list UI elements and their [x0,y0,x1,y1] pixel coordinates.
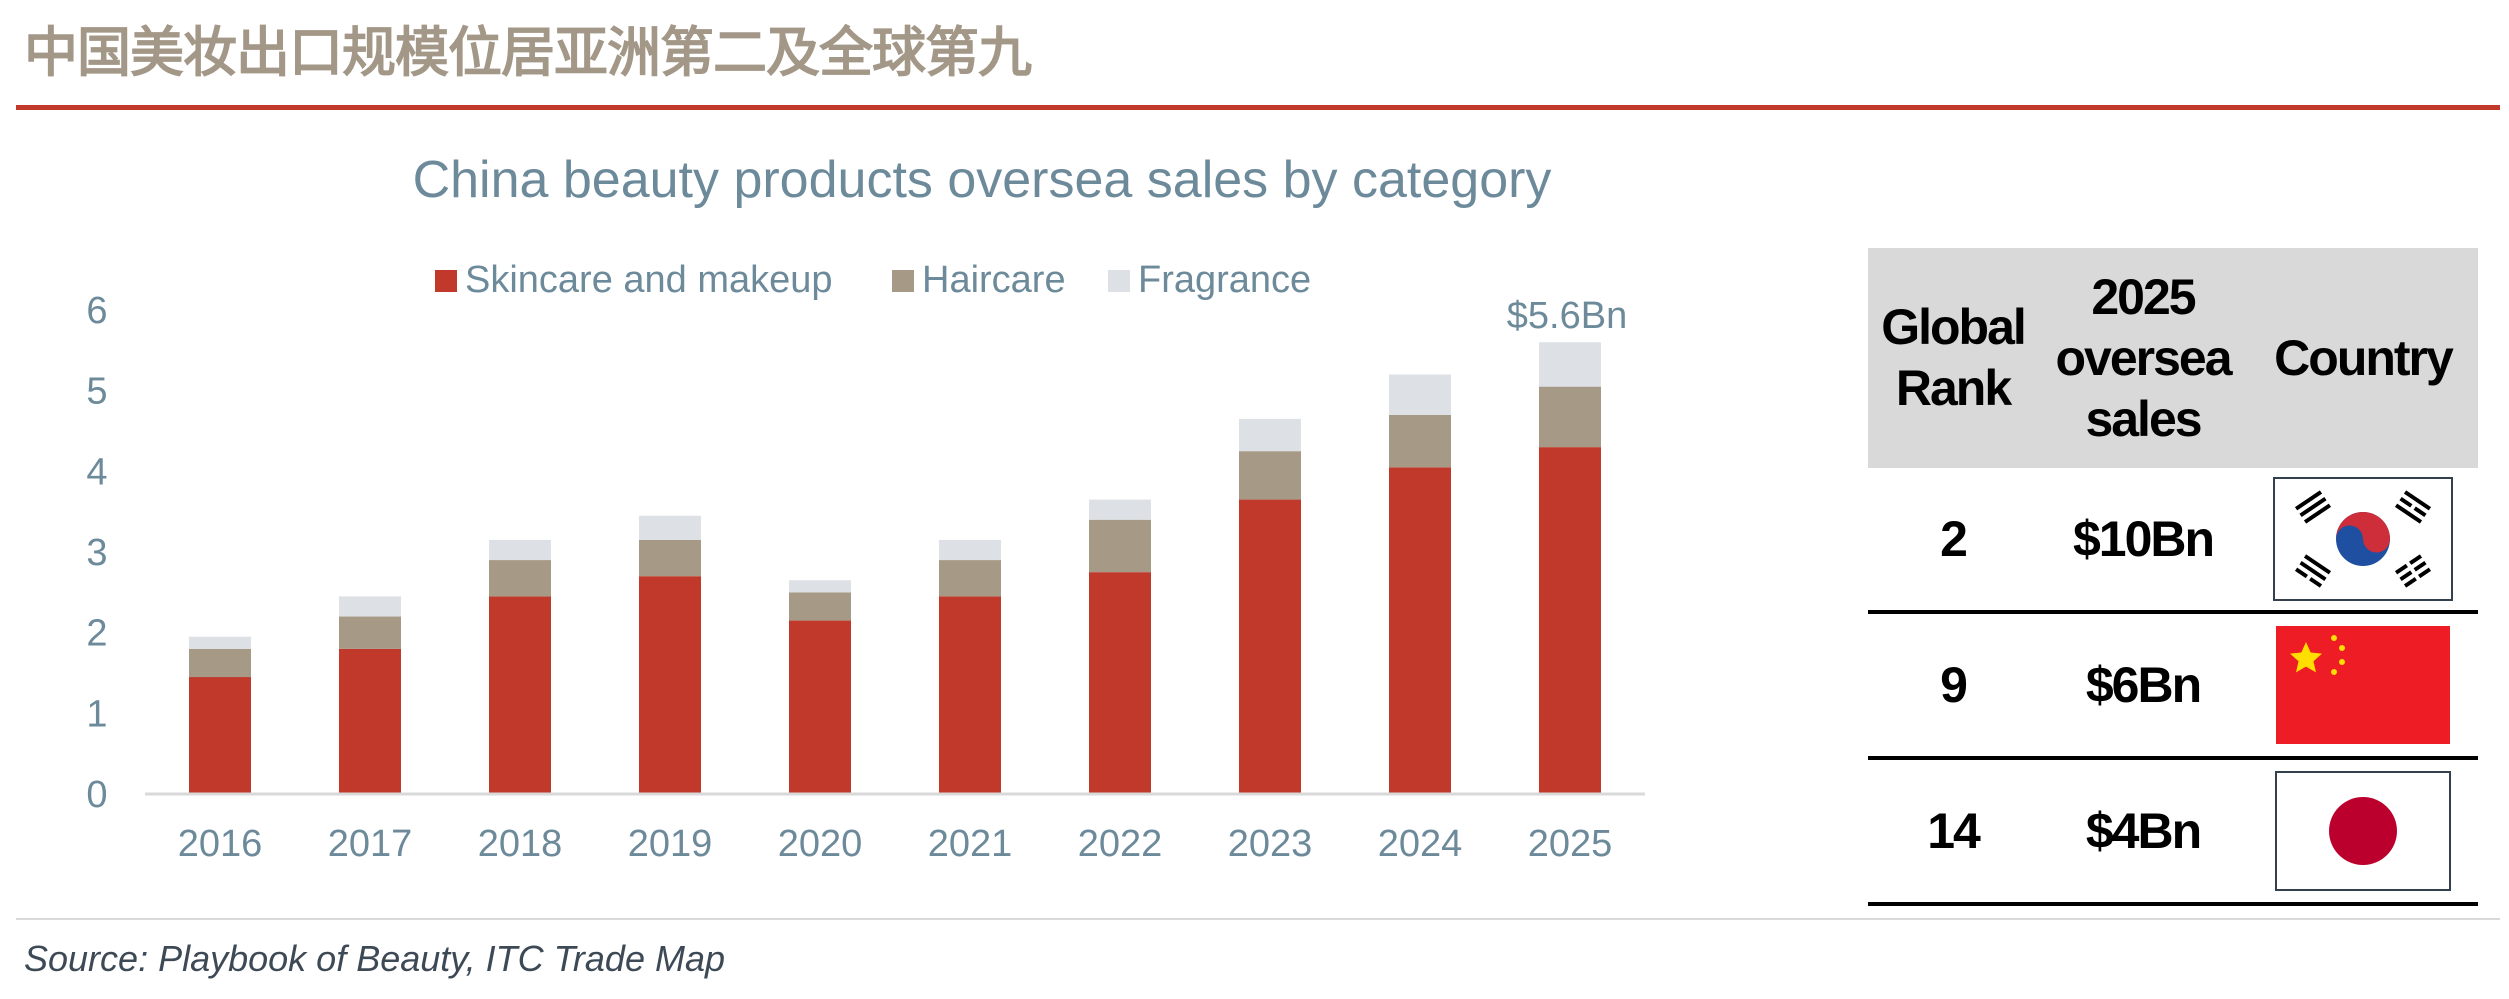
bar-segment [189,677,251,794]
bar-segment [1239,418,1301,452]
sales-cell: $4Bn [2038,758,2248,906]
x-tick-label: 2017 [328,823,413,865]
table-row: 14 $4Bn [1868,758,2478,906]
chart-legend: Skincare and makeup Haircare Fragrance [435,259,1311,301]
bar-segment [1539,386,1601,448]
legend-swatch [1108,270,1130,292]
legend-swatch [435,270,457,292]
table-header-row: Global Rank 2025 oversea sales Country [1868,248,2478,468]
y-tick-label: 3 [86,532,107,574]
bar-segment [1089,499,1151,520]
china-flag-icon [2276,626,2450,744]
legend-label: Haircare [922,259,1066,301]
x-axis: 2016 2017 2018 2019 2020 2021 2022 2023 2024 2025 [145,792,1645,865]
legend-label: Fragrance [1138,259,1311,301]
bar-segment [1089,519,1151,573]
bar-segment [789,592,851,621]
country-cell [2248,612,2478,760]
bar-segment [1089,572,1151,794]
x-tick-label: 2019 [628,823,713,865]
y-tick-label: 4 [86,451,107,493]
bar-segment [639,576,701,794]
rank-cell: 14 [1868,758,2038,906]
bar-segment [639,539,701,577]
rank-cell: 9 [1868,612,2038,760]
header-oversea-sales: 2025 oversea sales [2038,248,2248,468]
country-cell [2248,468,2478,614]
bar-segment [189,648,251,678]
south-korea-flag-icon [2273,477,2453,601]
title-divider [16,105,2500,110]
bar-segment [1239,451,1301,500]
y-tick-label: 5 [86,371,107,413]
sales-cell: $6Bn [2038,612,2248,760]
page-title: 中国美妆出口规模位居亚洲第二及全球第九 [24,21,1032,84]
bar-segment [1539,447,1601,794]
x-tick-label: 2016 [178,823,263,865]
x-tick-label: 2020 [778,823,863,865]
legend-label: Skincare and makeup [465,259,833,301]
header-sales-line1: 2025 [2091,268,2196,325]
bar-segment [489,560,551,597]
bar-segment [789,580,851,593]
header-global-rank: Global Rank [1868,248,2038,468]
y-tick-label: 2 [86,613,107,655]
bar-segment [1239,499,1301,794]
bar-series [189,342,1601,794]
header-sales-line3: sales [2085,390,2202,447]
country-cell [2248,758,2478,906]
x-tick-label: 2022 [1078,823,1163,865]
source-note: Source: Playbook of Beauty, ITC Trade Ma… [24,938,725,979]
table-row: 9 $6Bn [1868,612,2478,760]
y-tick-label: 0 [86,774,107,816]
bar-segment [1389,414,1451,468]
x-tick-label: 2018 [478,823,563,865]
bar-segment [1389,374,1451,415]
bar-segment [339,616,401,649]
x-tick-label: 2024 [1378,823,1463,865]
bar-segment [489,539,551,561]
y-tick-label: 1 [86,693,107,735]
bar-segment [189,636,251,649]
x-tick-label: 2025 [1528,823,1613,865]
japan-flag-icon [2275,771,2451,891]
bar-segment [639,515,701,540]
bar-segment [339,596,401,617]
ranking-table: Global Rank 2025 oversea sales Country 2… [1868,248,2478,906]
legend-swatch [892,270,914,292]
bar-segment [1389,467,1451,794]
bar-segment [939,596,1001,794]
header-rank-line2: Rank [1895,360,2012,416]
rank-cell: 2 [1868,468,2038,614]
bar-segment [339,648,401,794]
bar-segment [789,620,851,794]
footer-divider [16,918,2500,920]
x-tick-label: 2021 [928,823,1013,865]
bar-segment [489,596,551,794]
y-tick-label: 6 [86,290,107,332]
bar-segment [939,539,1001,561]
sales-cell: $10Bn [2038,468,2248,614]
total-annotation: $5.6Bn [1507,295,1627,337]
y-axis: 0 1 2 3 4 5 6 [86,290,107,816]
ranking-table-wrap: Global Rank 2025 oversea sales Country 2… [1868,248,2478,906]
chart-title: China beauty products oversea sales by c… [413,151,1552,209]
stacked-bar-chart: China beauty products oversea sales by c… [86,151,1645,865]
table-row: 2 $10Bn [1868,468,2478,614]
x-tick-label: 2023 [1228,823,1313,865]
header-rank-line1: Global [1881,299,2027,355]
bar-segment [939,560,1001,597]
bar-segment [1539,342,1601,387]
header-sales-line2: oversea [2055,329,2232,386]
header-country: Country [2248,248,2478,468]
